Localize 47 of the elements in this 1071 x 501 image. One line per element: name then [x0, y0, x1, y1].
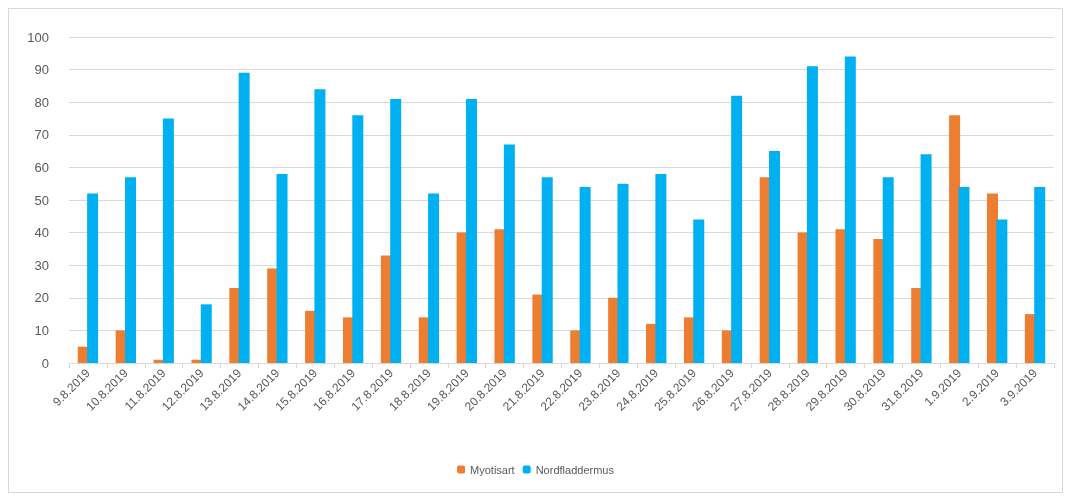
y-tick-label: 0 [41, 355, 49, 371]
bar [465, 98, 477, 363]
y-tick-label: 100 [27, 29, 49, 45]
bar [125, 177, 136, 363]
legend-label: Myotisart [470, 463, 515, 476]
bar [958, 186, 970, 363]
bar [769, 151, 781, 363]
bar [541, 177, 553, 363]
bar [655, 173, 667, 363]
bar [911, 288, 923, 363]
bar [806, 66, 818, 363]
y-tick-label: 50 [34, 192, 49, 208]
bar [873, 239, 885, 363]
y-tick-label: 30 [34, 257, 49, 273]
bar [731, 95, 743, 363]
bar [617, 183, 629, 363]
bar [390, 98, 402, 363]
bar [229, 288, 241, 363]
bar [428, 193, 440, 363]
bar [920, 154, 932, 363]
bar [608, 297, 620, 363]
bar [352, 115, 364, 363]
bar [882, 177, 894, 363]
bar [1034, 186, 1046, 363]
bar [87, 193, 99, 363]
bar [267, 268, 279, 363]
y-tick-label: 80 [34, 94, 49, 110]
bar [238, 72, 250, 363]
bar [844, 56, 856, 363]
bar [570, 330, 582, 363]
bar [996, 219, 1008, 363]
y-tick-label: 60 [34, 159, 49, 175]
bar [314, 89, 326, 363]
y-tick-label: 90 [34, 62, 49, 78]
bar [162, 118, 174, 363]
y-tick-label: 10 [34, 322, 49, 338]
bar [532, 294, 544, 363]
bar [276, 173, 288, 363]
bar [503, 144, 515, 363]
y-tick-label: 70 [34, 127, 49, 143]
bar [693, 219, 705, 363]
y-tick-label: 40 [34, 225, 49, 241]
y-tick-label: 20 [34, 290, 49, 306]
bar [579, 186, 591, 363]
legend-label: Nordfladdermus [535, 463, 615, 476]
bar [200, 304, 212, 363]
bar [835, 229, 847, 363]
